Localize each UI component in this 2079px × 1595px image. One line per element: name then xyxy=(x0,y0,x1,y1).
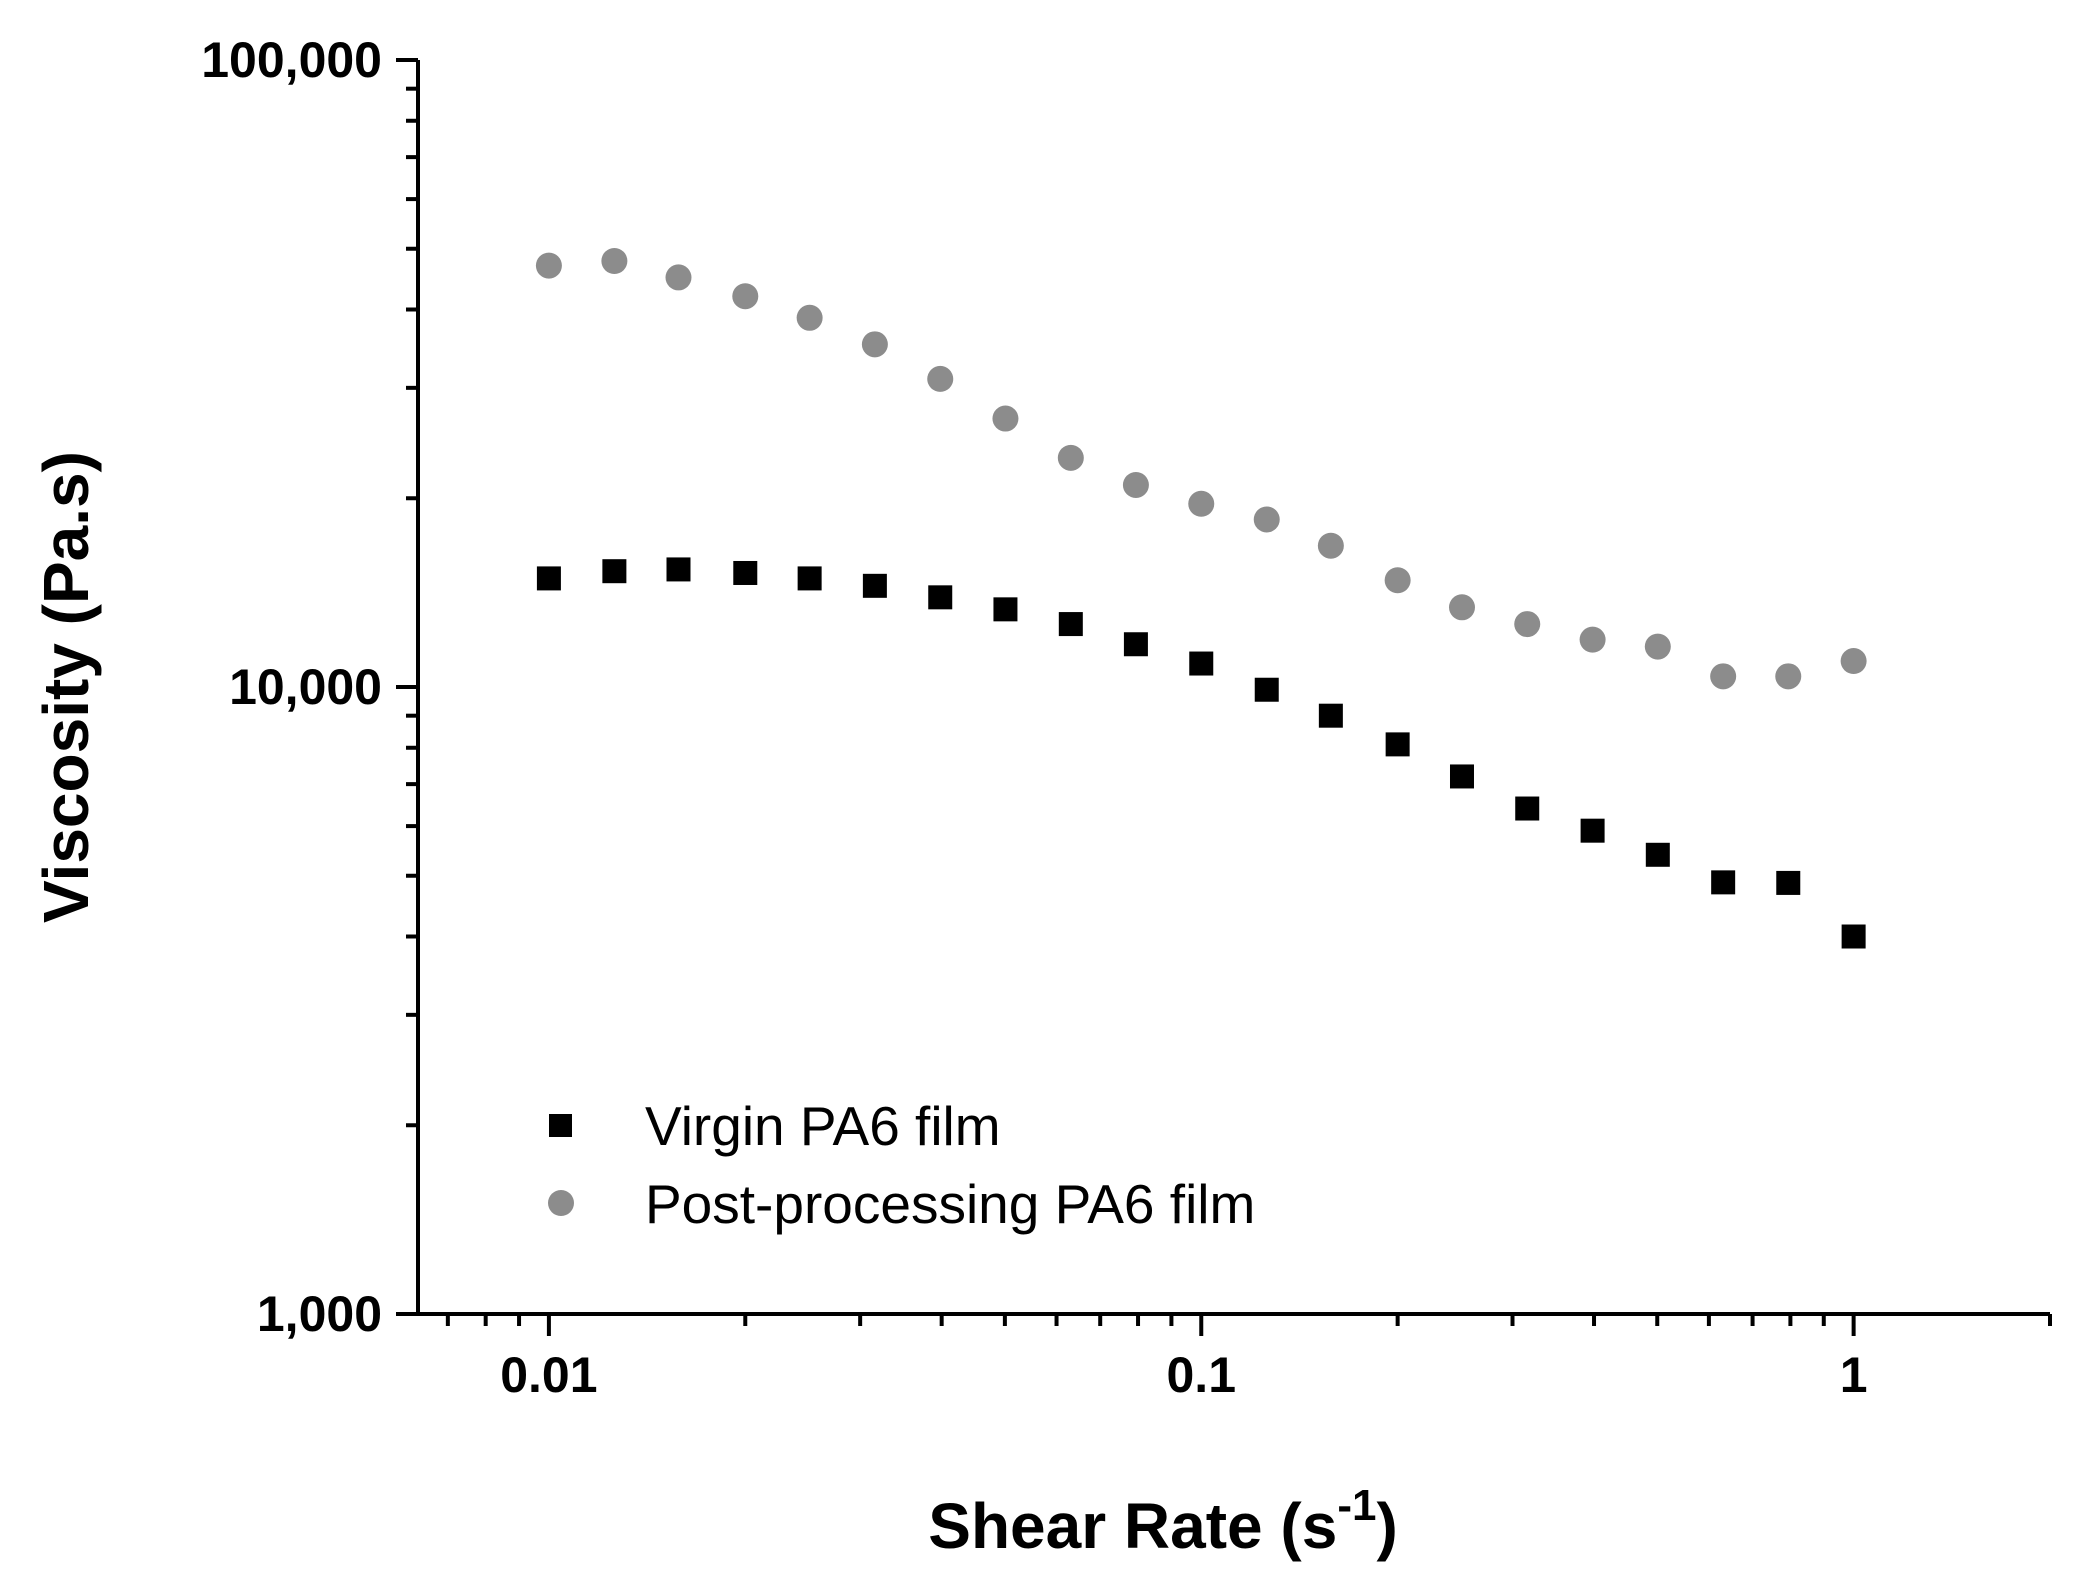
point-virgin xyxy=(1842,925,1866,949)
point-virgin xyxy=(1124,632,1148,656)
point-virgin xyxy=(1319,704,1343,728)
point-virgin xyxy=(928,585,952,609)
point-post-processing xyxy=(1058,445,1084,471)
point-post-processing xyxy=(1775,663,1801,689)
point-post-processing xyxy=(665,264,691,290)
legend-marker-post-processing xyxy=(548,1190,574,1216)
point-virgin xyxy=(1581,819,1605,843)
point-post-processing xyxy=(1123,472,1149,498)
x-tick-label: 0.1 xyxy=(1167,1347,1237,1403)
point-post-processing xyxy=(1449,594,1475,620)
point-post-processing xyxy=(1254,506,1280,532)
point-post-processing xyxy=(797,305,823,331)
y-tick-label: 100,000 xyxy=(201,32,382,88)
y-tick-label: 10,000 xyxy=(229,659,382,715)
point-post-processing xyxy=(862,331,888,357)
point-virgin xyxy=(863,574,887,598)
x-tick-label: 1 xyxy=(1840,1347,1868,1403)
point-virgin xyxy=(1711,870,1735,894)
viscosity-chart: 1,000 10,000 100,000 0.01 0.1 1 Viscosity (Pa… xyxy=(0,0,2079,1595)
point-post-processing xyxy=(927,366,953,392)
y-tick-label: 1,000 xyxy=(257,1286,382,1342)
point-post-processing xyxy=(1580,627,1606,653)
point-virgin xyxy=(1776,871,1800,895)
point-post-processing xyxy=(1645,634,1671,660)
point-post-processing xyxy=(732,283,758,309)
point-virgin xyxy=(1255,678,1279,702)
point-virgin xyxy=(733,561,757,585)
x-tick-label: 0.01 xyxy=(500,1347,597,1403)
x-axis-title-suffix: ) xyxy=(1376,1490,1397,1562)
legend: Virgin PA6 film Post-processing PA6 film xyxy=(548,1095,1255,1235)
x-axis-title: Shear Rate (s-1) xyxy=(928,1481,1398,1562)
point-post-processing xyxy=(601,248,627,274)
point-virgin xyxy=(1515,797,1539,821)
y-axis-title: Viscosity (Pa.s) xyxy=(30,451,102,923)
point-virgin xyxy=(798,566,822,590)
point-post-processing xyxy=(1841,648,1867,674)
point-virgin xyxy=(537,566,561,590)
x-axis-title-main: Shear Rate (s xyxy=(928,1490,1337,1562)
legend-marker-virgin xyxy=(549,1114,572,1137)
point-virgin xyxy=(1189,652,1213,676)
point-post-processing xyxy=(1514,611,1540,637)
legend-label-post-processing: Post-processing PA6 film xyxy=(645,1173,1255,1235)
point-post-processing xyxy=(1710,663,1736,689)
point-virgin xyxy=(1386,732,1410,756)
x-axis-title-superscript: -1 xyxy=(1337,1481,1376,1530)
point-virgin xyxy=(1646,843,1670,867)
point-virgin xyxy=(993,597,1017,621)
point-post-processing xyxy=(1318,533,1344,559)
legend-label-virgin: Virgin PA6 film xyxy=(645,1095,1001,1157)
point-post-processing xyxy=(992,406,1018,432)
point-virgin xyxy=(602,559,626,583)
data-points xyxy=(536,248,1867,949)
point-post-processing xyxy=(536,253,562,279)
point-virgin xyxy=(1450,764,1474,788)
point-virgin xyxy=(666,557,690,581)
point-post-processing xyxy=(1188,491,1214,517)
point-virgin xyxy=(1059,612,1083,636)
point-post-processing xyxy=(1385,567,1411,593)
